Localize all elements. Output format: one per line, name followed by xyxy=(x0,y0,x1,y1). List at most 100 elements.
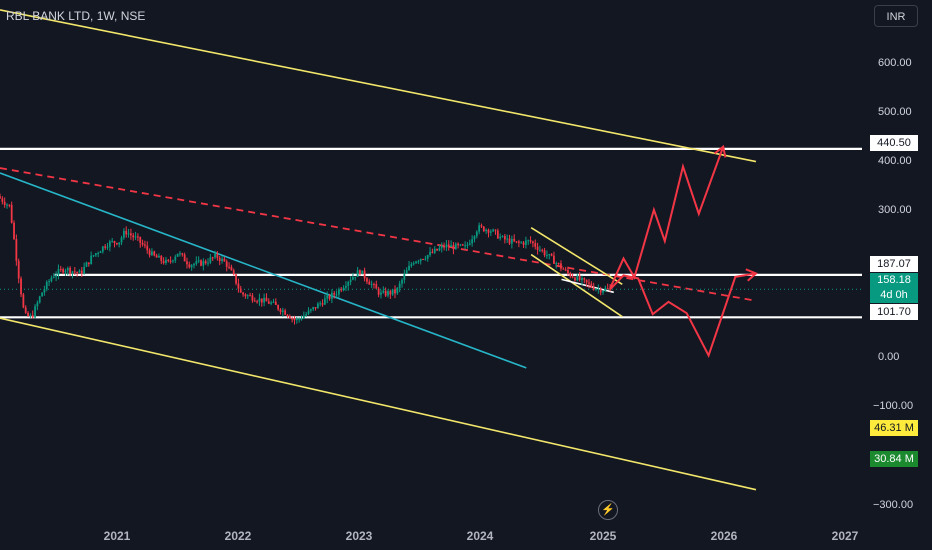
candle-body-47 xyxy=(108,241,111,247)
candle-body-98 xyxy=(228,266,230,268)
candle-body-240 xyxy=(560,263,562,269)
candle-body-105 xyxy=(244,294,247,297)
candle-body-164 xyxy=(382,290,385,293)
candle-body-235 xyxy=(548,254,551,256)
candle-body-203 xyxy=(473,236,476,240)
candle-body-171 xyxy=(398,283,401,289)
candle-body-45 xyxy=(104,246,107,248)
candle-body-34 xyxy=(78,270,81,273)
candle-body-150 xyxy=(349,279,352,282)
trend-line-4 xyxy=(530,227,623,286)
candle-body-204 xyxy=(475,231,478,237)
candle-body-200 xyxy=(466,244,469,246)
candle-body-6 xyxy=(13,222,15,240)
candle-body-253 xyxy=(590,283,593,288)
candle-body-102 xyxy=(237,283,240,289)
trend-line-5 xyxy=(530,253,623,318)
candle-body-27 xyxy=(62,269,65,273)
candle-body-134 xyxy=(312,307,315,310)
candle-body-236 xyxy=(550,254,553,256)
x-tick-2027: 2027 xyxy=(831,529,859,543)
candle-body-135 xyxy=(314,307,317,309)
candle-body-252 xyxy=(588,282,590,284)
candle-body-55 xyxy=(127,233,130,235)
candle-body-174 xyxy=(405,270,408,274)
candle-body-208 xyxy=(485,229,488,232)
candle-body-159 xyxy=(370,284,373,286)
candle-body-144 xyxy=(335,294,338,296)
candle-body-35 xyxy=(80,270,83,274)
candle-body-93 xyxy=(216,253,219,258)
candle-body-157 xyxy=(366,278,368,282)
candle-body-66 xyxy=(153,251,156,256)
candle-body-41 xyxy=(94,253,97,256)
horizontal-levels xyxy=(0,147,869,319)
candle-body-193 xyxy=(450,245,452,248)
candle-body-214 xyxy=(499,236,502,239)
candle-body-165 xyxy=(384,290,387,296)
y-tick-minus300: −300.00 xyxy=(873,499,914,511)
candle-body-138 xyxy=(321,303,324,305)
candle-body-29 xyxy=(66,267,69,271)
candle-body-228 xyxy=(531,241,534,244)
y-tick-0: 0.00 xyxy=(878,351,900,363)
candle-body-167 xyxy=(389,291,392,295)
currency-selector[interactable]: INR xyxy=(874,5,918,27)
candle-body-113 xyxy=(263,297,266,303)
candle-body-199 xyxy=(464,245,467,247)
candle-body-141 xyxy=(328,295,331,299)
candle-body-137 xyxy=(319,303,322,305)
trend-line-0 xyxy=(0,9,757,163)
candle-body-146 xyxy=(340,289,343,291)
candle-body-115 xyxy=(267,301,270,304)
candle-body-148 xyxy=(345,285,347,288)
candle-body-106 xyxy=(246,295,249,297)
candle-body-213 xyxy=(496,230,499,239)
candle-body-132 xyxy=(307,310,310,315)
candle-body-154 xyxy=(359,270,361,275)
candle-body-231 xyxy=(539,249,541,251)
candle-body-260 xyxy=(606,288,609,290)
candle-body-143 xyxy=(333,292,336,295)
candle-body-119 xyxy=(277,305,280,310)
candle-body-28 xyxy=(64,270,67,273)
candle-body-155 xyxy=(361,270,364,275)
candle-body-49 xyxy=(113,241,116,243)
projection-bearish xyxy=(609,272,757,359)
candle-body-125 xyxy=(291,318,294,320)
x-tick-2025: 2025 xyxy=(589,529,617,543)
last-price-tag: 158.18 4d 0h xyxy=(870,273,918,303)
candle-body-257 xyxy=(599,288,602,293)
candle-body-39 xyxy=(90,255,93,264)
candle-body-59 xyxy=(136,236,139,238)
candle-body-207 xyxy=(482,226,485,232)
candle-body-7 xyxy=(15,239,18,261)
candle-body-117 xyxy=(272,301,275,303)
candle-body-131 xyxy=(305,314,308,316)
candle-body-247 xyxy=(576,275,579,281)
candle-body-95 xyxy=(221,258,223,262)
candle-body-61 xyxy=(141,242,144,245)
lightning-icon[interactable]: ⚡ xyxy=(598,500,618,520)
candle-body-87 xyxy=(202,261,205,266)
candle-body-170 xyxy=(396,288,399,294)
candle-body-70 xyxy=(162,260,165,264)
candle-body-71 xyxy=(165,259,167,264)
candle-body-21 xyxy=(48,281,50,283)
candle-body-56 xyxy=(129,233,132,236)
candle-body-220 xyxy=(513,238,516,242)
candle-body-18 xyxy=(41,292,43,297)
candle-body-182 xyxy=(424,258,427,260)
projection-arrowhead-bearish xyxy=(745,268,758,282)
candle-body-91 xyxy=(211,257,214,259)
candle-body-32 xyxy=(73,271,76,273)
candle-body-112 xyxy=(260,298,263,303)
candle-body-191 xyxy=(445,244,448,248)
candle-body-156 xyxy=(363,270,366,279)
candle-body-256 xyxy=(597,288,600,290)
candle-body-118 xyxy=(274,301,277,306)
candle-body-237 xyxy=(553,255,555,264)
candle-body-82 xyxy=(190,265,193,268)
candle-body-114 xyxy=(265,297,268,302)
